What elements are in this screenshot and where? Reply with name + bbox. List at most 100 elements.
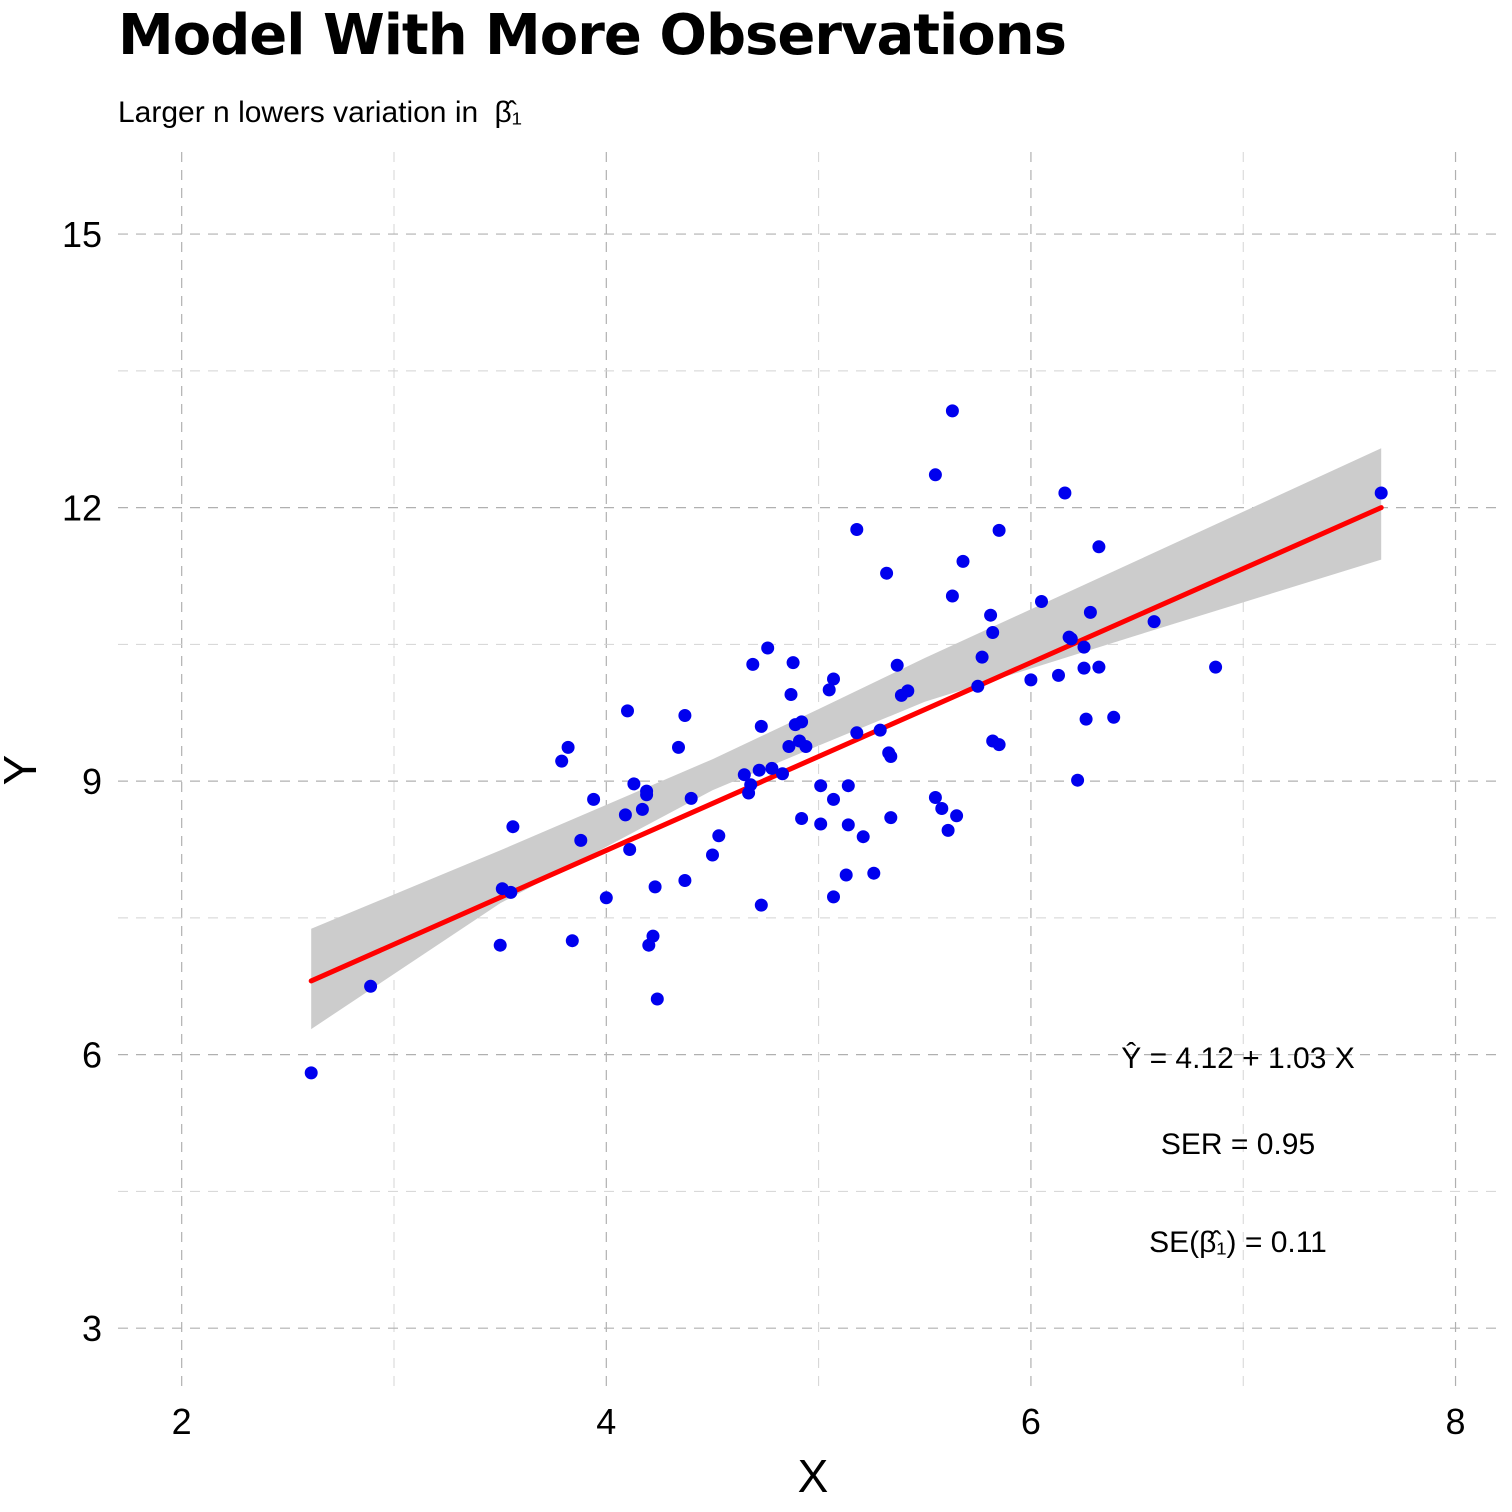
data-point xyxy=(1083,605,1097,619)
data-point xyxy=(678,709,692,722)
data-point xyxy=(928,468,942,482)
data-point xyxy=(827,792,840,806)
data-point xyxy=(737,768,751,782)
regression-line xyxy=(308,505,1384,984)
data-point xyxy=(795,812,809,825)
data-point xyxy=(678,874,692,887)
data-point xyxy=(795,715,809,729)
data-point xyxy=(650,992,664,1006)
data-point xyxy=(776,767,789,781)
data-point xyxy=(945,404,959,418)
data-point xyxy=(841,818,855,832)
data-point xyxy=(618,808,632,822)
data-point xyxy=(839,868,853,882)
data-point xyxy=(1374,486,1388,500)
data-point xyxy=(950,809,964,823)
chart-subtitle-text: Larger n lowers variation in xyxy=(118,96,478,129)
x-axis-title: X xyxy=(798,1450,829,1502)
data-point xyxy=(493,938,507,952)
data-point xyxy=(841,779,855,793)
data-point xyxy=(561,740,575,754)
data-point xyxy=(752,763,766,777)
data-point xyxy=(746,657,760,671)
confidence-band xyxy=(311,448,1382,1030)
data-point xyxy=(1024,673,1038,687)
equation-annotation: Ŷ = 4.12 + 1.03 X xyxy=(1121,1042,1355,1075)
data-point xyxy=(822,683,836,697)
confidence-band-area xyxy=(311,448,1382,1030)
data-point xyxy=(992,738,1006,752)
data-point xyxy=(1058,486,1072,500)
data-point xyxy=(928,791,942,804)
fitted-line xyxy=(308,505,1384,984)
data-point xyxy=(761,641,775,655)
data-point xyxy=(754,898,768,912)
data-point xyxy=(986,626,1000,639)
scatter-points xyxy=(304,404,1388,1080)
y-axis-title: Y xyxy=(0,755,46,786)
y-tick-label: 9 xyxy=(82,761,102,802)
data-point xyxy=(574,833,588,847)
data-point xyxy=(850,726,864,740)
data-point xyxy=(1209,660,1223,674)
data-point xyxy=(901,684,915,698)
data-point xyxy=(1077,661,1091,675)
chart-subtitle-symbol: β̂₁ xyxy=(495,96,522,129)
data-point xyxy=(873,723,887,737)
ser-annotation: SER = 0.95 xyxy=(1161,1128,1315,1161)
y-tick-label: 12 xyxy=(62,488,102,529)
data-point xyxy=(506,820,520,834)
data-point xyxy=(941,823,955,837)
data-point xyxy=(635,802,649,816)
data-point xyxy=(364,979,378,993)
data-point xyxy=(623,843,637,856)
y-tick-label: 3 xyxy=(82,1308,102,1349)
data-point xyxy=(1077,640,1091,654)
data-point xyxy=(765,761,779,775)
data-point xyxy=(814,817,828,831)
x-tick-label: 6 xyxy=(1021,1401,1041,1442)
data-point xyxy=(1107,710,1121,724)
chart-title: Model With More Observations xyxy=(118,3,1066,68)
data-point xyxy=(648,880,662,894)
y-tick-label: 15 xyxy=(62,214,102,255)
axis-ticks: 2 4 6 8 3 6 9 12 15 xyxy=(62,214,1466,1442)
data-point xyxy=(992,523,1006,537)
y-tick-label: 6 xyxy=(82,1035,102,1076)
data-point xyxy=(814,779,828,793)
data-point xyxy=(782,740,796,753)
data-point xyxy=(627,777,641,791)
data-point xyxy=(856,830,870,844)
data-point xyxy=(784,688,798,701)
data-point xyxy=(1064,632,1078,646)
data-point xyxy=(1035,595,1048,608)
data-point xyxy=(1092,540,1106,554)
chart-subtitle: Larger n lowers variation in β̂₁ xyxy=(118,96,522,129)
data-point xyxy=(827,890,840,904)
data-point xyxy=(1092,660,1106,674)
data-point xyxy=(640,784,654,798)
se-beta-annotation: SE(β̂₁) = 0.11 xyxy=(1149,1226,1327,1259)
data-point xyxy=(754,719,768,733)
data-point xyxy=(621,704,634,718)
data-point xyxy=(971,679,985,693)
data-point xyxy=(945,589,959,603)
data-point xyxy=(1071,773,1085,787)
data-point xyxy=(867,866,881,880)
data-point xyxy=(890,658,904,672)
data-point xyxy=(304,1066,318,1080)
data-point xyxy=(884,750,898,763)
data-point xyxy=(587,792,601,806)
data-point xyxy=(1052,668,1065,682)
data-point xyxy=(555,754,569,768)
data-point xyxy=(1147,615,1161,629)
data-point xyxy=(880,566,894,580)
data-point xyxy=(786,656,800,670)
data-point xyxy=(799,740,813,753)
data-point xyxy=(1079,712,1093,726)
data-point xyxy=(599,891,613,905)
data-point xyxy=(956,554,970,568)
data-point xyxy=(706,848,719,862)
data-point xyxy=(684,791,698,805)
